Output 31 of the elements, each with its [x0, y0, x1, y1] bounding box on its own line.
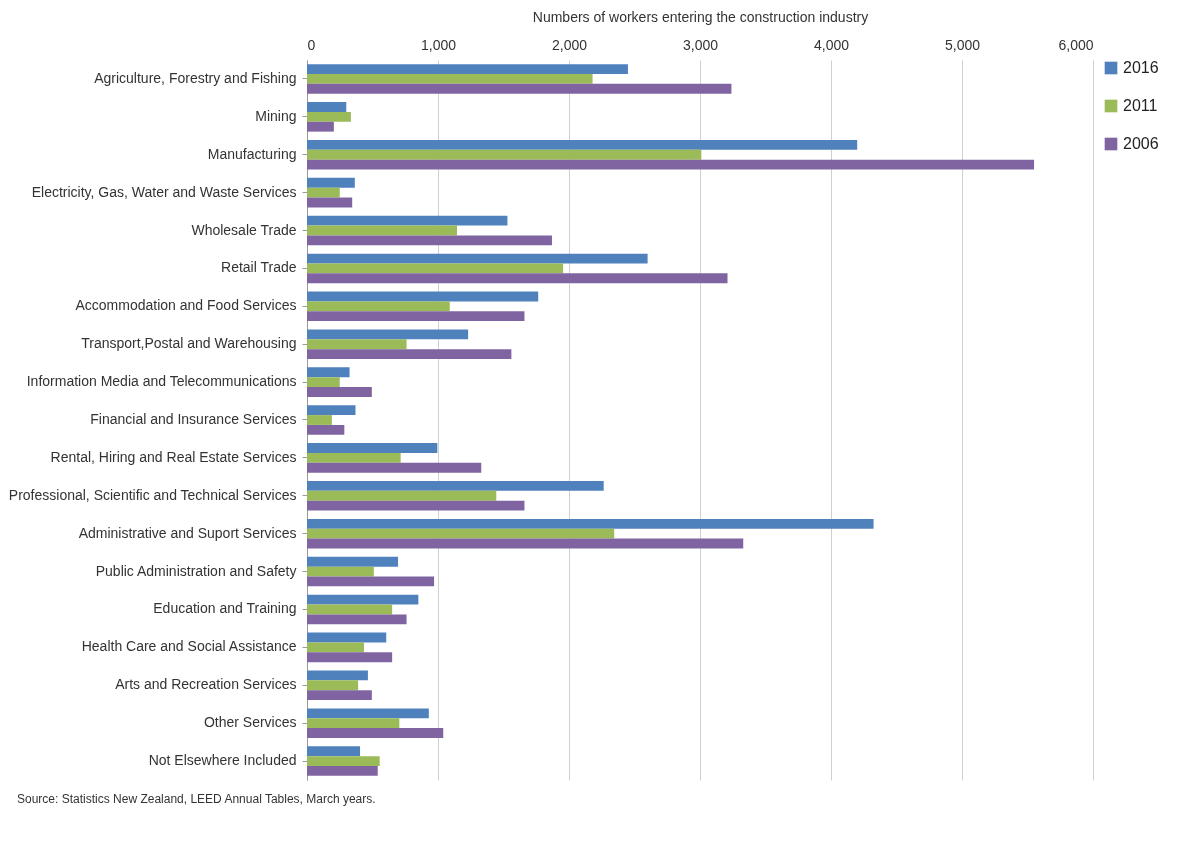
y-tick-label: Not Elsewhere Included	[148, 752, 297, 769]
y-tick-label: Electricity, Gas, Water and Waste Services	[31, 183, 297, 200]
y-tick-label: Transport,Postal and Warehousing	[81, 335, 297, 352]
y-tick-label: Manufacturing	[207, 145, 297, 162]
y-tick-label: Education and Training	[153, 600, 297, 617]
y-tick-label: Professional, Scientific and Technical Services	[8, 486, 297, 503]
y-tick-label: Financial and Insurance Services	[90, 411, 297, 427]
y-tick-label: Accommodation and Food Services	[75, 297, 297, 314]
x-tick-label: 0	[307, 36, 316, 53]
x-tick-label: 3,000	[682, 36, 719, 53]
source-note: Source: Statistics New Zealand, LEED Annual Tables, March years.	[17, 792, 376, 806]
y-tick-label: Wholesale Trade	[191, 221, 297, 238]
y-tick-label: Health Care and Social Assistance	[81, 638, 297, 655]
x-tick-label: 1,000	[420, 36, 457, 53]
legend-label: 2016	[1123, 59, 1159, 76]
y-tick-label: Retail Trade	[221, 259, 297, 276]
y-tick-label: Arts and Recreation Services	[115, 676, 297, 693]
y-tick-label: Administrative and Suport Services	[78, 524, 297, 541]
legend-label: 2006	[1123, 135, 1159, 152]
x-tick-label: 6,000	[1058, 36, 1094, 53]
y-tick-label: Agriculture, Forestry and Fishing	[94, 69, 297, 86]
y-tick-label: Mining	[255, 107, 297, 124]
x-axis-title: Numbers of workers entering the construction industry	[532, 8, 869, 25]
y-tick-label: Public Administration and Safety	[95, 562, 297, 579]
y-tick-label: Information Media and Telecommunications	[26, 373, 297, 390]
legend-label: 2011	[1123, 97, 1158, 114]
x-tick-label: 5,000	[944, 36, 981, 53]
x-tick-label: 4,000	[813, 36, 850, 53]
x-tick-label: 2,000	[551, 36, 588, 53]
y-tick-label: Rental, Hiring and Real Estate Services	[50, 448, 297, 465]
y-tick-label: Other Services	[203, 714, 297, 731]
